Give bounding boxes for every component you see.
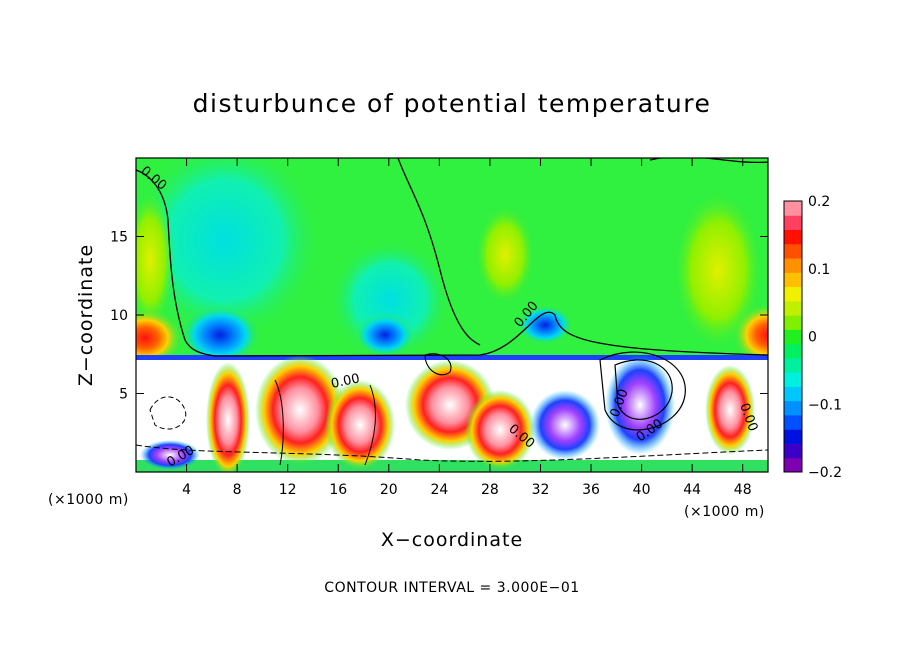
colorbar-frame bbox=[783, 200, 803, 473]
x-tick-label: 36 bbox=[582, 482, 600, 498]
colorbar-segment bbox=[784, 414, 802, 430]
colorbar-segment bbox=[784, 329, 802, 345]
colorbar-segment bbox=[784, 215, 802, 231]
contour-interval-text: CONTOUR INTERVAL = 3.000E−01 bbox=[324, 580, 579, 596]
zero-contour-upper-2 bbox=[397, 158, 481, 346]
x-tick-label: 24 bbox=[430, 482, 448, 498]
plot-area bbox=[136, 158, 768, 472]
warm-anomaly-upper-2 bbox=[475, 205, 535, 305]
contour-label: 0.00 bbox=[330, 371, 361, 392]
lower-blob-3 bbox=[325, 380, 395, 470]
x-tick-label: 40 bbox=[633, 482, 651, 498]
lower-blob-5 bbox=[465, 390, 535, 470]
cool-anomaly-mid-1 bbox=[180, 305, 260, 365]
colorbar-segment bbox=[784, 386, 802, 402]
lower-blob-8 bbox=[705, 365, 755, 455]
lower-contour-6 bbox=[274, 379, 284, 466]
boundary-band bbox=[136, 355, 768, 360]
x-tick-label: 44 bbox=[683, 482, 701, 498]
colorbar-segment bbox=[784, 457, 802, 473]
lower-blob-7 bbox=[605, 355, 675, 455]
colorbar-tick-label: 0.1 bbox=[808, 262, 830, 278]
colorbar-segment bbox=[784, 343, 802, 359]
lower-blob-6 bbox=[530, 390, 600, 460]
colorbar-tick-label: −0.2 bbox=[808, 465, 842, 481]
lower-blob-1 bbox=[206, 362, 250, 472]
x-axis-unit-left: (×1000 m) bbox=[48, 492, 129, 508]
x-axis-unit-right: (×1000 m) bbox=[684, 504, 765, 520]
lower-contour-5 bbox=[136, 444, 768, 462]
x-tick-label: 48 bbox=[734, 482, 752, 498]
colorbar bbox=[783, 200, 803, 473]
colorbar-segment bbox=[784, 258, 802, 273]
x-axis-label: X−coordinate bbox=[381, 529, 523, 551]
colorbar-segment bbox=[784, 443, 802, 459]
lower-contour-7 bbox=[364, 384, 376, 466]
y-tick-label: 10 bbox=[110, 308, 128, 324]
cool-anomaly-mid-2 bbox=[355, 313, 415, 357]
colorbar-tick-label: −0.1 bbox=[808, 397, 842, 413]
colorbar-segment bbox=[784, 286, 802, 302]
y-axis-label: Z−coordinate bbox=[75, 244, 97, 386]
colorbar-segment bbox=[784, 243, 802, 259]
x-tick-label: 12 bbox=[279, 482, 297, 498]
colorbar-segment bbox=[784, 357, 802, 373]
y-tick-label: 15 bbox=[110, 230, 128, 246]
y-axis-ticks: 5 10 15 bbox=[110, 230, 768, 403]
warm-anomaly-upper-1 bbox=[673, 190, 763, 350]
colorbar-segment bbox=[784, 429, 802, 444]
x-tick-label: 20 bbox=[380, 482, 398, 498]
cool-anomaly-upper-1 bbox=[136, 158, 320, 340]
x-axis-ticks: 4 8 12 16 20 24 28 32 36 40 44 48 bbox=[182, 158, 752, 498]
chart-title: disturbunce of potential temperature bbox=[193, 89, 712, 118]
colorbar-segment bbox=[784, 201, 802, 216]
x-tick-label: 28 bbox=[481, 482, 499, 498]
colorbar-tick-label: 0.2 bbox=[808, 194, 830, 210]
lower-contour-2 bbox=[599, 351, 686, 431]
colorbar-segment bbox=[784, 272, 802, 288]
zero-contour-upper bbox=[136, 169, 768, 357]
colorbar-segment bbox=[784, 300, 802, 316]
colorbar-segment bbox=[784, 229, 802, 245]
hot-anomaly-right bbox=[732, 303, 768, 367]
lower-contour-4 bbox=[424, 353, 452, 376]
colorbar-segment bbox=[784, 400, 802, 416]
warm-anomaly-upper-3 bbox=[136, 190, 175, 330]
lower-contour-1 bbox=[149, 396, 187, 430]
y-tick-label: 5 bbox=[119, 387, 128, 403]
colorbar-segment bbox=[784, 315, 802, 330]
colorbar-tick-label: 0 bbox=[808, 330, 817, 346]
x-tick-label: 8 bbox=[233, 482, 242, 498]
lower-contour-3 bbox=[614, 359, 673, 420]
x-tick-label: 16 bbox=[329, 482, 347, 498]
cool-anomaly-mid-3 bbox=[517, 305, 573, 345]
colorbar-segment bbox=[784, 372, 802, 387]
x-tick-label: 32 bbox=[532, 482, 550, 498]
colorbar-ticks: 0.2 0.1 0 −0.1 −0.2 bbox=[808, 194, 842, 481]
x-tick-label: 4 bbox=[182, 482, 191, 498]
lower-blob-2 bbox=[255, 355, 345, 465]
hot-anomaly-left bbox=[136, 308, 183, 368]
